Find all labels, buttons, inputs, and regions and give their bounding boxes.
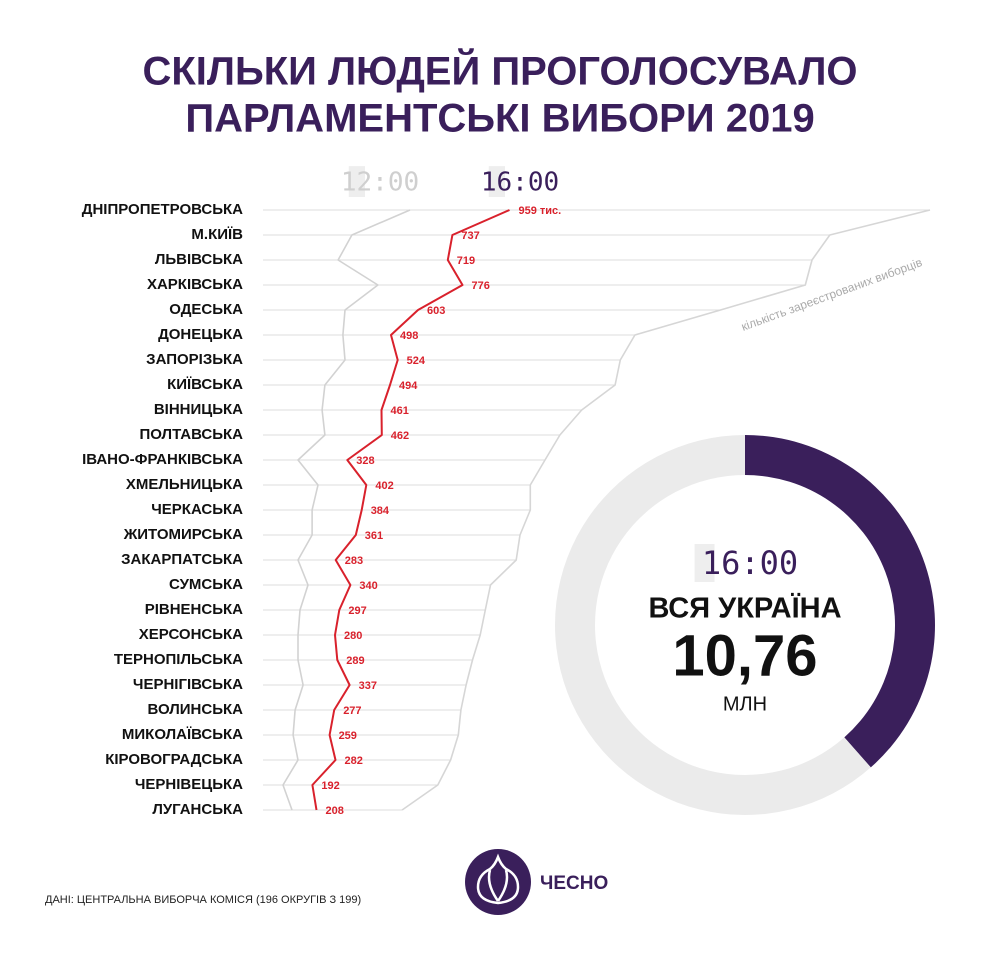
category-label: РІВНЕНСЬКА (145, 601, 243, 618)
category-label: ЗАПОРІЗЬКА (146, 351, 243, 368)
title-line: СКІЛЬКИ ЛЮДЕЙ ПРОГОЛОСУВАЛО (142, 48, 857, 94)
category-label: ЧЕРКАСЬКА (151, 501, 243, 518)
data-label: 340 (359, 580, 377, 592)
category-label: ЧЕРНІГІВСЬКА (133, 676, 243, 693)
category-label: КІРОВОГРАДСЬКА (105, 751, 243, 768)
legend-label: 12:00 (341, 168, 419, 198)
title-line: ПАРЛАМЕНТСЬКІ ВИБОРИ 2019 (185, 97, 814, 141)
category-label: КИЇВСЬКА (167, 376, 243, 393)
data-label: 776 (471, 280, 489, 292)
data-label: 461 (390, 405, 408, 417)
legend-ghost: █ (348, 166, 365, 198)
donut-segment (745, 435, 935, 768)
category-label: ЧЕРНІВЕЦЬКА (135, 776, 243, 793)
category-label: ХЕРСОНСЬКА (139, 626, 243, 643)
category-label: ОДЕСЬКА (169, 301, 243, 318)
category-label: ХМЕЛЬНИЦЬКА (126, 476, 243, 493)
category-label: ДОНЕЦЬКА (158, 326, 243, 343)
category-label: МИКОЛАЇВСЬКА (122, 726, 243, 743)
category-label: ЖИТОМИРСЬКА (123, 526, 243, 543)
data-label: 603 (427, 305, 445, 317)
category-label: М.КИЇВ (191, 226, 243, 243)
data-label: 337 (359, 680, 377, 692)
data-label: 498 (400, 330, 418, 342)
logo-garlic (476, 853, 520, 905)
legend-label: 16:00 (481, 168, 559, 198)
category-label: ВОЛИНСЬКА (148, 701, 244, 718)
category-label: ЛУГАНСЬКА (152, 801, 243, 818)
source: ДАНІ: ЦЕНТРАЛЬНА ВИБОРЧА КОМІСЯ (196 ОКР… (45, 894, 361, 906)
category-label: ТЕРНОПІЛЬСЬКА (114, 651, 243, 668)
data-label: 494 (399, 380, 418, 392)
series-line (282, 209, 411, 811)
data-label: 328 (356, 455, 374, 467)
donut-time: 16:00 (702, 544, 798, 582)
donut-segment (555, 435, 871, 815)
data-label: 280 (344, 630, 362, 642)
category-label: ДНІПРОПЕТРОВСЬКА (82, 201, 243, 218)
data-label: 277 (343, 705, 361, 717)
category-label: ЗАКАРПАТСЬКА (121, 551, 243, 568)
data-label: 289 (346, 655, 364, 667)
category-label: ХАРКІВСЬКА (147, 276, 243, 293)
category-label: ІВАНО-ФРАНКІВСЬКА (82, 451, 243, 468)
donut-value: 10,76 (672, 623, 817, 688)
data-label: 524 (407, 355, 426, 367)
data-label: 402 (375, 480, 393, 492)
donut-unit: МЛН (723, 693, 767, 715)
data-label: 462 (391, 430, 409, 442)
data-label: 959 тис. (518, 205, 561, 217)
legend-ghost: █ (488, 166, 505, 198)
data-label: 297 (348, 605, 366, 617)
data-label: 282 (344, 755, 362, 767)
data-label: 737 (461, 230, 479, 242)
series-line (311, 209, 510, 811)
category-label: ЛЬВІВСЬКА (155, 251, 243, 268)
category-label: СУМСЬКА (169, 576, 243, 593)
data-label: 208 (325, 805, 343, 817)
donut-ghost: █ (694, 543, 715, 582)
data-label: 361 (365, 530, 383, 542)
logo-circle (465, 849, 531, 915)
data-label: 384 (371, 505, 390, 517)
data-label: 192 (321, 780, 339, 792)
series-line (401, 209, 931, 811)
data-label: 259 (339, 730, 357, 742)
data-label: 719 (457, 255, 475, 267)
donut-title: ВСЯ УКРАЇНА (648, 592, 841, 625)
logo-text: ЧЕСНО (540, 873, 608, 894)
category-label: ПОЛТАВСЬКА (139, 426, 243, 443)
category-label: ВІННИЦЬКА (154, 401, 243, 418)
data-label: 283 (345, 555, 363, 567)
logo: ЧЕСНО (465, 849, 608, 915)
